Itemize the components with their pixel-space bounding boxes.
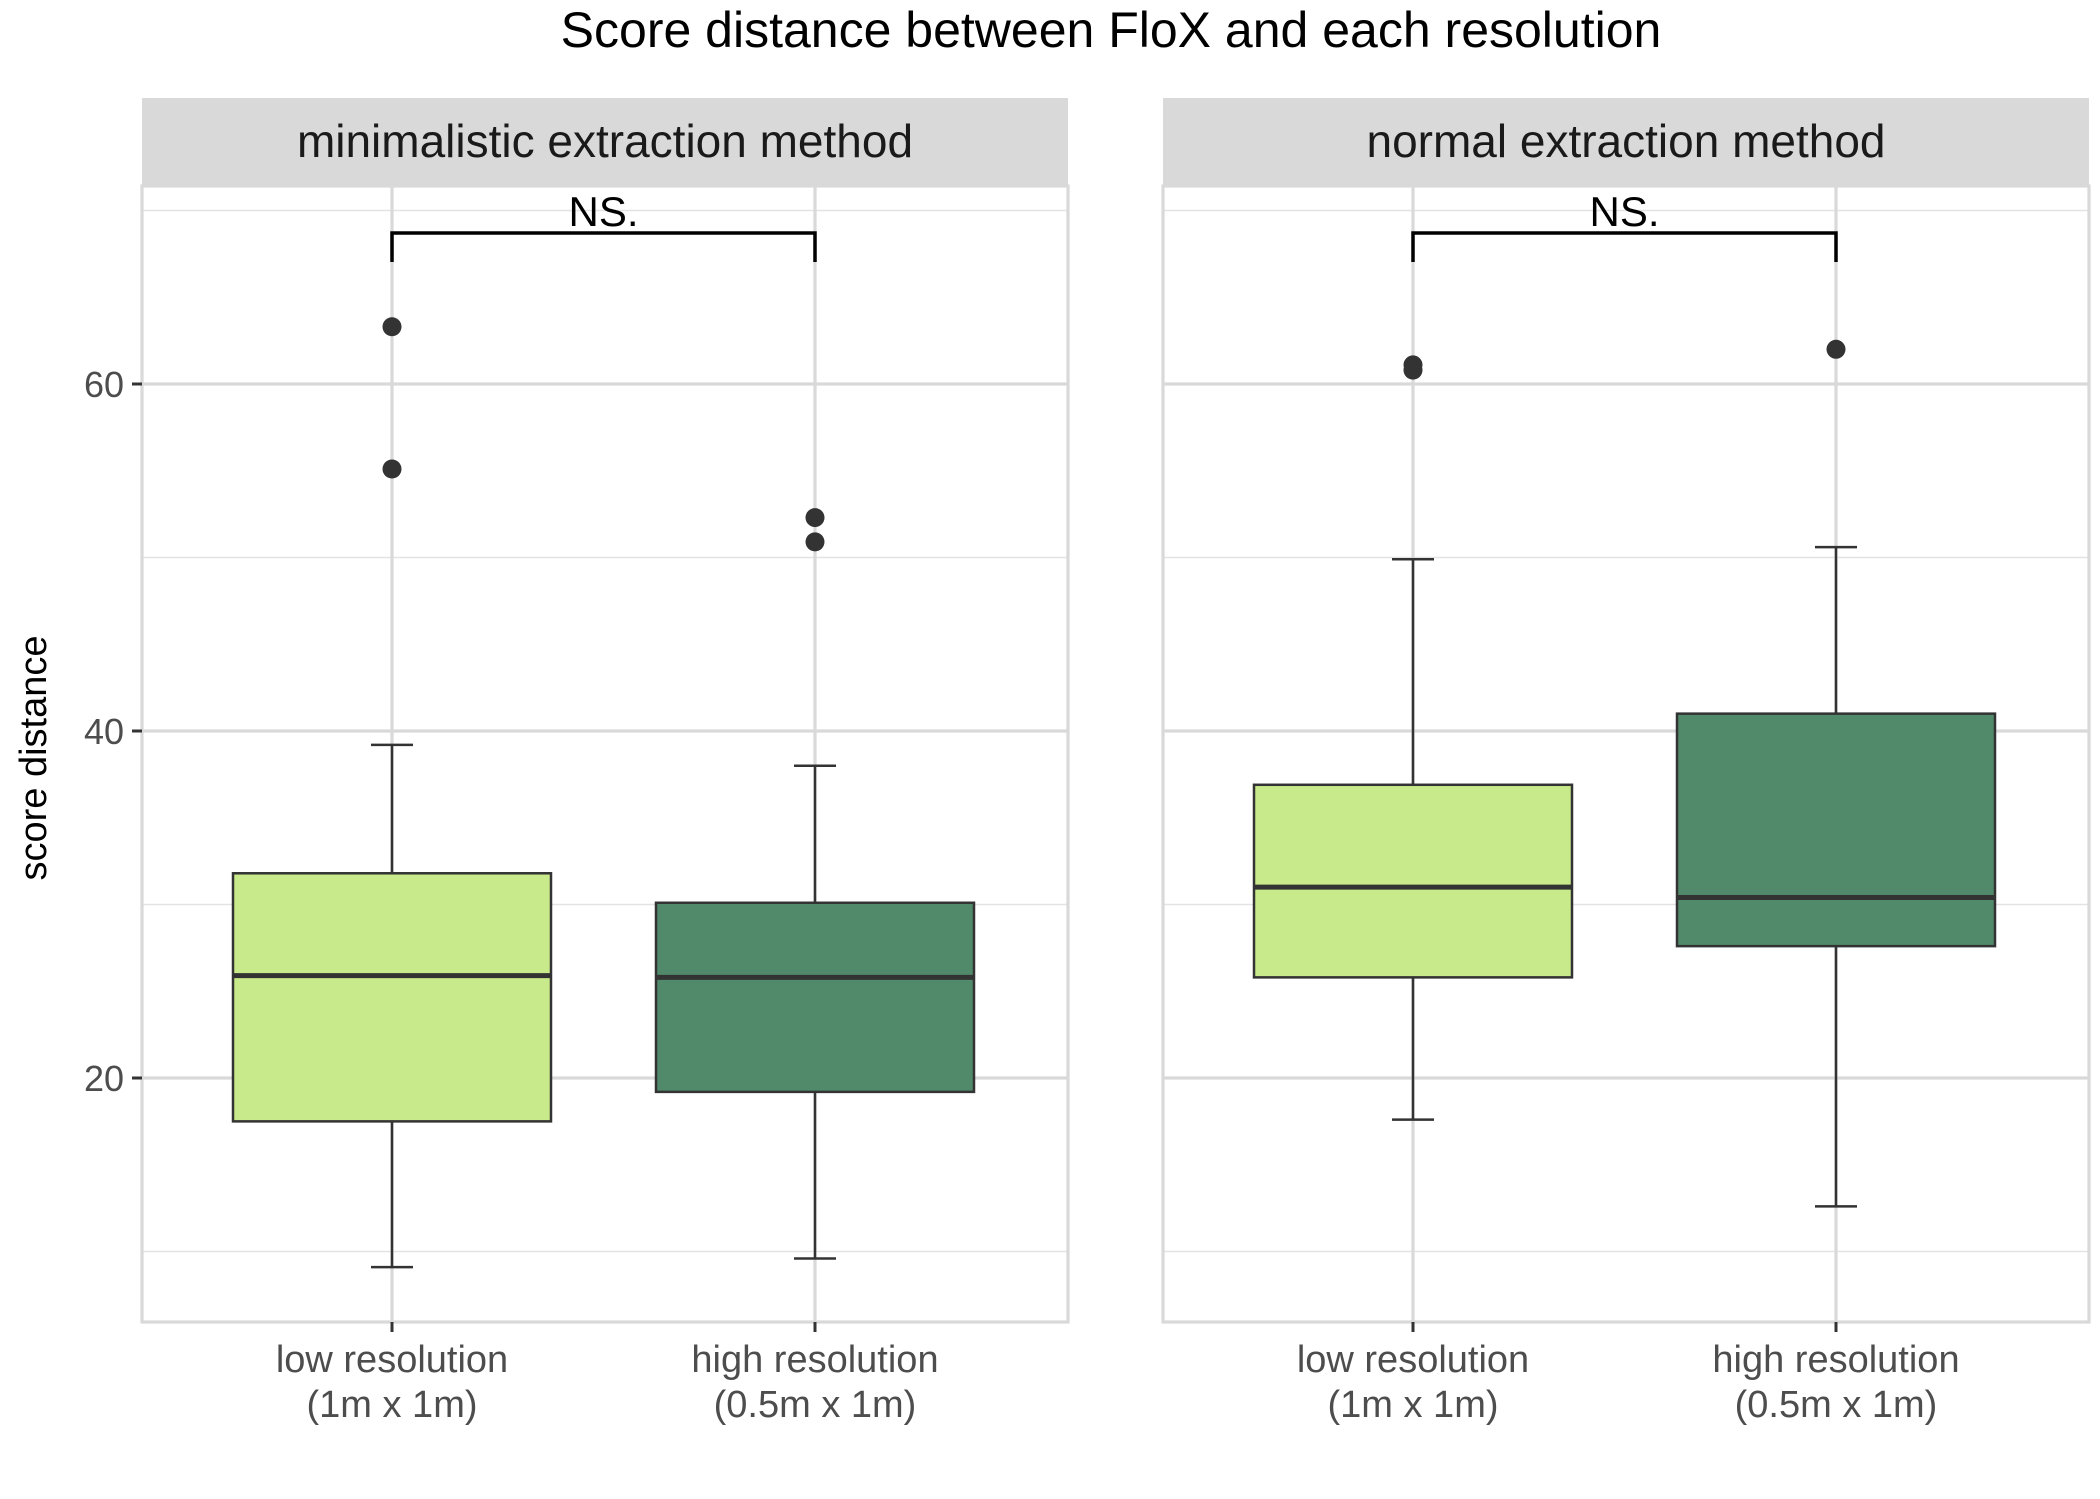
x-tick-label: low resolution (276, 1339, 508, 1381)
box (654, 901, 976, 1094)
x-tick-label: (1m x 1m) (1328, 1384, 1499, 1426)
boxplot-group (1252, 355, 1574, 1121)
panel-strip-title: minimalistic extraction method (297, 115, 913, 167)
y-tick-label: 20 (84, 1058, 124, 1099)
chart-title: Score distance between FloX and each res… (561, 2, 1662, 58)
x-tick-label: (1m x 1m) (307, 1384, 478, 1426)
boxplot-group (231, 317, 553, 1269)
outlier-point (1826, 339, 1846, 359)
boxplot-group (654, 508, 976, 1260)
outlier-point (382, 317, 402, 337)
y-axis-label: score distance (13, 635, 55, 880)
outlier-point (805, 532, 825, 552)
significance-bracket (1411, 231, 1838, 262)
box (1675, 712, 1997, 948)
x-tick-label: low resolution (1297, 1339, 1529, 1381)
significance-bracket (390, 231, 817, 262)
x-tick-label: high resolution (1712, 1339, 1959, 1381)
panel-strip (1163, 98, 2089, 186)
box (231, 872, 553, 1123)
significance-label: NS. (1589, 188, 1659, 235)
panel-strip (142, 98, 1068, 186)
significance-label: NS. (568, 188, 638, 235)
outlier-point (382, 459, 402, 479)
y-tick-label: 60 (84, 364, 124, 405)
plot-layer: minimalistic extraction method NS. low res… (84, 98, 2091, 1426)
x-tick-label: high resolution (691, 1339, 938, 1381)
panel-border (1161, 184, 2091, 1324)
panel-strip-title: normal extraction method (1366, 115, 1885, 167)
y-tick-label: 40 (84, 711, 124, 752)
outlier-point (1403, 360, 1423, 380)
x-tick-label: (0.5m x 1m) (1735, 1384, 1938, 1426)
outlier-point (805, 508, 825, 528)
boxplot-group (1675, 339, 1997, 1208)
box (1252, 783, 1574, 979)
panel-border (140, 184, 1070, 1324)
x-tick-label: (0.5m x 1m) (714, 1384, 917, 1426)
